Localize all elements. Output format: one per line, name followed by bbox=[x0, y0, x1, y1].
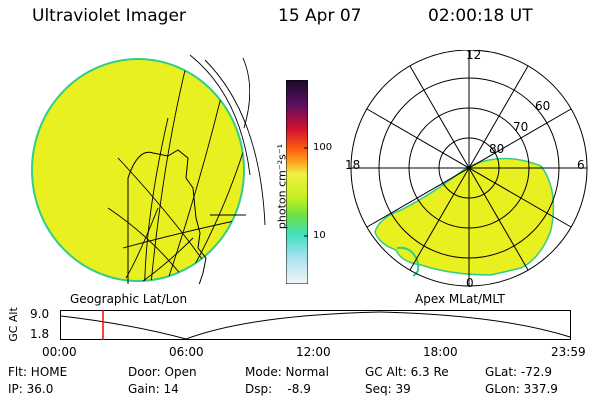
colorbar-tick-100: 100 bbox=[313, 142, 333, 153]
colorbar bbox=[286, 80, 308, 284]
altitude-tick-1-8: 1.8 bbox=[30, 327, 50, 341]
dsp-status: Dsp: -8.9 bbox=[245, 382, 311, 396]
altitude-axis-label: GC Alt bbox=[6, 307, 20, 342]
mlt-label-12: 12 bbox=[466, 48, 482, 62]
mlt-label-18: 18 bbox=[345, 158, 361, 172]
altitude-curve bbox=[60, 311, 571, 340]
polar-plot bbox=[350, 50, 588, 287]
mlt-label-6: 6 bbox=[577, 158, 585, 172]
coastline bbox=[127, 149, 207, 284]
glat-status: GLat: -72.9 bbox=[485, 365, 552, 379]
earth-disk bbox=[31, 58, 245, 282]
apex-panel-label: Apex MLat/MLT bbox=[415, 292, 505, 306]
time-tick-0600: 06:00 bbox=[169, 345, 204, 359]
mode-status: Mode: Normal bbox=[245, 365, 329, 379]
altitude-tick-9: 9.0 bbox=[30, 307, 50, 321]
door-status: Door: Open bbox=[128, 365, 197, 379]
geographic-image bbox=[31, 58, 250, 284]
time-tick-0000: 00:00 bbox=[42, 345, 77, 359]
lat-label-60: 60 bbox=[535, 99, 551, 113]
outer-grid-arcs bbox=[189, 55, 266, 226]
date-label: 15 Apr 07 bbox=[278, 6, 362, 26]
time-label: 02:00:18 UT bbox=[428, 6, 533, 26]
aurora-oval bbox=[374, 157, 555, 276]
mlt-label-0: 0 bbox=[466, 276, 474, 290]
altitude-plot bbox=[60, 310, 571, 340]
colorbar-unit-label: photon cm⁻²s⁻¹ bbox=[275, 143, 289, 230]
instrument-title: Ultraviolet Imager bbox=[32, 6, 186, 26]
ip-status: IP: 36.0 bbox=[8, 382, 54, 396]
gain-status: Gain: 14 bbox=[128, 382, 179, 396]
lat-label-80: 80 bbox=[489, 142, 505, 156]
time-tick-1800: 18:00 bbox=[423, 345, 458, 359]
time-tick-2359: 23:59 bbox=[551, 345, 586, 359]
colorbar-tick-10: 10 bbox=[313, 230, 326, 241]
seq-status: Seq: 39 bbox=[365, 382, 411, 396]
geographic-panel-label: Geographic Lat/Lon bbox=[70, 292, 188, 306]
glon-status: GLon: 337.9 bbox=[485, 382, 558, 396]
lat-label-70: 70 bbox=[513, 120, 529, 134]
time-tick-1200: 12:00 bbox=[296, 345, 331, 359]
flt-status: Flt: HOME bbox=[8, 365, 68, 379]
gcalt-status: GC Alt: 6.3 Re bbox=[365, 365, 449, 379]
